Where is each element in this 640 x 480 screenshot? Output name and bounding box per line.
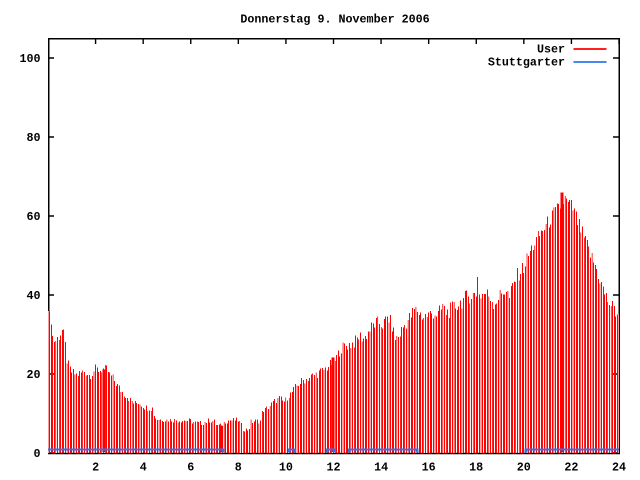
svg-text:80: 80 <box>26 131 40 145</box>
svg-text:8: 8 <box>235 461 242 475</box>
svg-text:20: 20 <box>26 368 40 382</box>
svg-text:Donnerstag 9. November 2006: Donnerstag 9. November 2006 <box>240 13 429 27</box>
svg-text:2: 2 <box>92 461 99 475</box>
svg-text:18: 18 <box>469 461 483 475</box>
svg-text:20: 20 <box>517 461 531 475</box>
svg-text:100: 100 <box>19 52 40 66</box>
svg-text:60: 60 <box>26 210 40 224</box>
svg-text:10: 10 <box>279 461 293 475</box>
svg-text:0: 0 <box>33 447 40 461</box>
svg-text:12: 12 <box>326 461 340 475</box>
svg-text:User: User <box>537 43 565 57</box>
svg-text:24: 24 <box>612 461 626 475</box>
svg-text:40: 40 <box>26 289 40 303</box>
svg-text:Stuttgarter: Stuttgarter <box>488 56 565 70</box>
svg-text:22: 22 <box>564 461 578 475</box>
svg-text:4: 4 <box>140 461 147 475</box>
svg-text:16: 16 <box>422 461 436 475</box>
svg-text:6: 6 <box>187 461 194 475</box>
svg-text:14: 14 <box>374 461 388 475</box>
